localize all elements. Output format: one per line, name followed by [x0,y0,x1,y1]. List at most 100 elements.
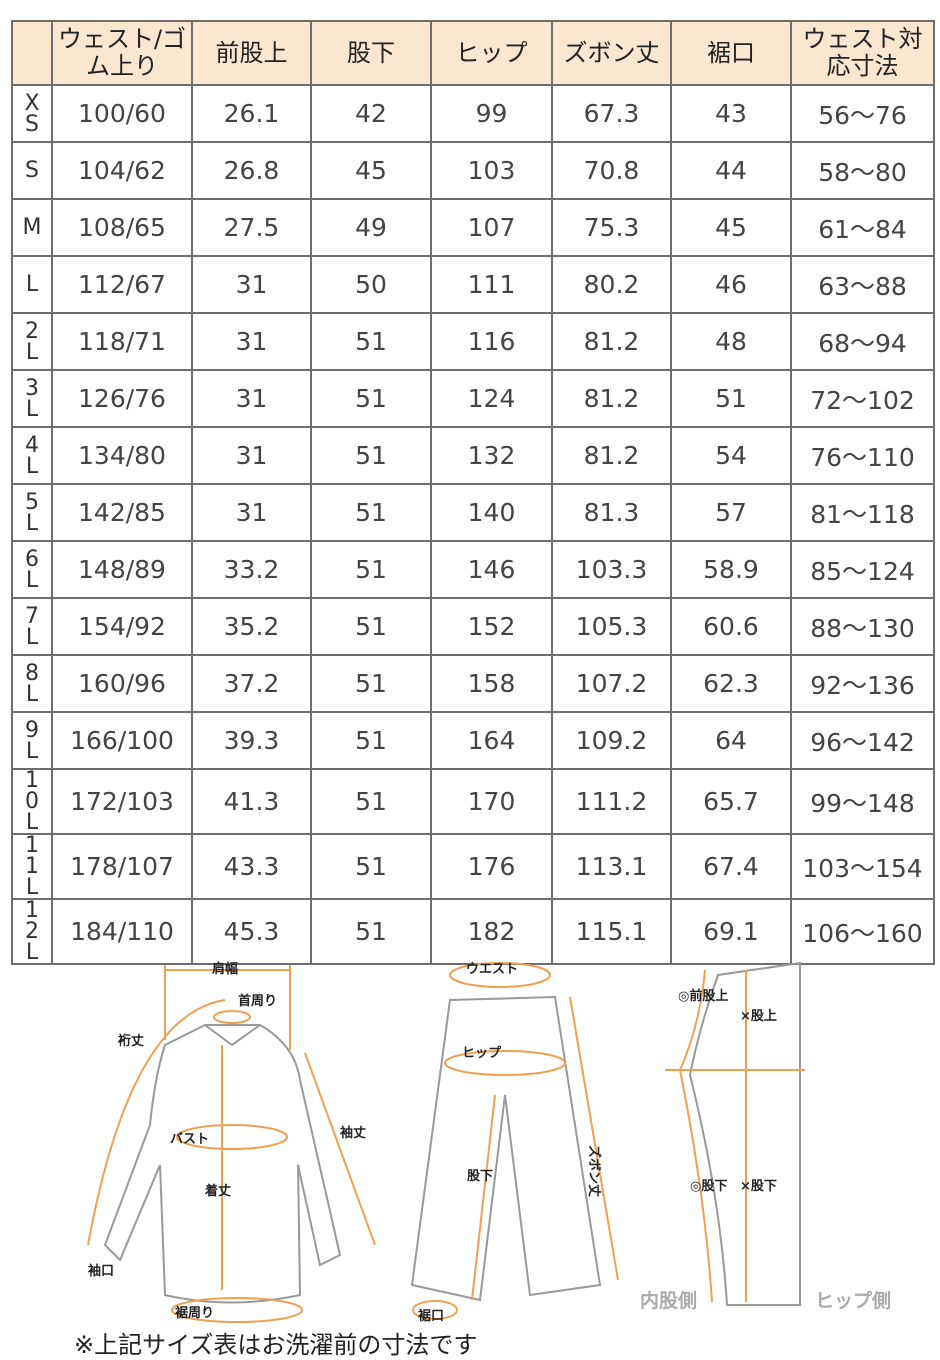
value-cell: 31 [191,369,312,428]
value-cell: 51 [310,369,432,428]
value-cell: 152 [430,597,553,656]
table-row: 8L 160/96 37.2 51 158 107.2 62.3 92～136 [11,654,935,713]
label-neck: 首周り [238,993,277,1009]
size-label: 5L [25,489,39,536]
shirt-outline [103,1024,342,1304]
value-cell: 51 [310,483,432,542]
value-cell: 46 [670,255,792,314]
column-header: 股下 [310,20,432,86]
value-cell: 178/107 [51,833,193,900]
value-cell: 132 [430,426,553,485]
label-bust: バスト [170,1132,209,1147]
value-cell: 166/100 [51,711,193,770]
value-cell: 111 [430,255,553,314]
table-row: 5L 142/85 31 51 140 81.3 57 81～118 [11,483,935,542]
table-row: 11L 178/107 43.3 51 176 113.1 67.4 103～154 [11,833,935,900]
table-row: 9L 166/100 39.3 51 164 109.2 64 96～142 [11,711,935,770]
value-cell: 51 [310,540,432,599]
value-cell: 103 [430,141,553,200]
measurement-diagram: 肩幅 首周り 裄丈 バスト 袖丈 着丈 袖口 裾周り ウエスト ヒップ 股下 ズ… [87,961,891,1324]
value-cell: 134/80 [51,426,193,485]
size-cell: 8L [11,654,53,713]
value-cell: 69.1 [670,898,792,965]
column-header [11,20,53,86]
value-cell: 81.3 [551,483,672,542]
value-cell: 51 [310,833,432,900]
value-cell: 164 [430,711,553,770]
value-cell: 92～136 [790,654,935,713]
table-row: 4L 134/80 31 51 132 81.2 54 76～110 [11,426,935,485]
side-pants-outline [688,961,801,1306]
value-cell: 45 [310,141,432,200]
side-measure-lines [665,969,805,1303]
size-cell: 9L [11,711,53,770]
washing-note: ※上記サイズ表はお洗濯前の寸法です [74,1331,478,1359]
value-cell: 124 [430,369,553,428]
size-label: L [25,272,39,297]
value-cell: 41.3 [191,768,312,835]
value-cell: 67.4 [670,833,792,900]
label-inseam: 股下 [467,1169,493,1184]
table-row: 3L 126/76 31 51 124 81.2 51 72～102 [11,369,935,428]
value-cell: 113.1 [551,833,672,900]
size-cell: 5L [11,483,53,542]
value-cell: 58～80 [790,141,935,200]
table-row: M 108/65 27.5 49 107 75.3 45 61～84 [11,198,935,257]
value-cell: 45 [670,198,792,257]
value-cell: 184/110 [51,898,193,965]
label-pants-hem: 裾口 [418,1308,444,1324]
value-cell: 81.2 [551,369,672,428]
label-waist: ウエスト [466,962,518,977]
size-label: 7L [25,603,39,650]
value-cell: 108/65 [51,198,193,257]
value-cell: 107.2 [551,654,672,713]
value-cell: 158 [430,654,553,713]
value-cell: 99 [430,84,553,143]
size-cell: 6L [11,540,53,599]
value-cell: 81.2 [551,312,672,371]
label-sleeve: 袖丈 [340,1125,366,1141]
label-pants-length: ズボン丈 [586,1145,602,1197]
value-cell: 48 [670,312,792,371]
label-inseam-ng: ×股下 [740,1179,777,1194]
value-cell: 49 [310,198,432,257]
size-label: XS [24,90,40,137]
size-cell: 11L [11,833,53,900]
value-cell: 172/103 [51,768,193,835]
column-header: 裾口 [670,20,792,86]
value-cell: 140 [430,483,553,542]
value-cell: 43.3 [191,833,312,900]
table-row: 2L 118/71 31 51 116 81.2 48 68～94 [11,312,935,371]
column-header: 前股上 [191,20,312,86]
value-cell: 75.3 [551,198,672,257]
value-cell: 27.5 [191,198,312,257]
value-cell: 54 [670,426,792,485]
value-cell: 64 [670,711,792,770]
value-cell: 50 [310,255,432,314]
size-label: 9L [25,717,39,764]
value-cell: 39.3 [191,711,312,770]
size-label: 3L [25,375,39,422]
label-front-rise: ◎前股上 [678,988,728,1004]
value-cell: 115.1 [551,898,672,965]
size-label: 2L [25,318,39,365]
value-cell: 62.3 [670,654,792,713]
value-cell: 116 [430,312,553,371]
size-label: S [25,158,39,183]
column-header: ウェスト対応寸法 [790,20,935,86]
value-cell: 31 [191,312,312,371]
value-cell: 60.6 [670,597,792,656]
size-cell: 4L [11,426,53,485]
label-yuki: 裄丈 [117,1033,144,1049]
value-cell: 58.9 [670,540,792,599]
label-shoulder: 肩幅 [212,961,238,977]
value-cell: 63～88 [790,255,935,314]
value-cell: 51 [310,654,432,713]
value-cell: 109.2 [551,711,672,770]
label-cuff: 袖口 [88,1263,114,1279]
value-cell: 170 [430,768,553,835]
value-cell: 44 [670,141,792,200]
value-cell: 96～142 [790,711,935,770]
value-cell: 51 [310,768,432,835]
value-cell: 42 [310,84,432,143]
